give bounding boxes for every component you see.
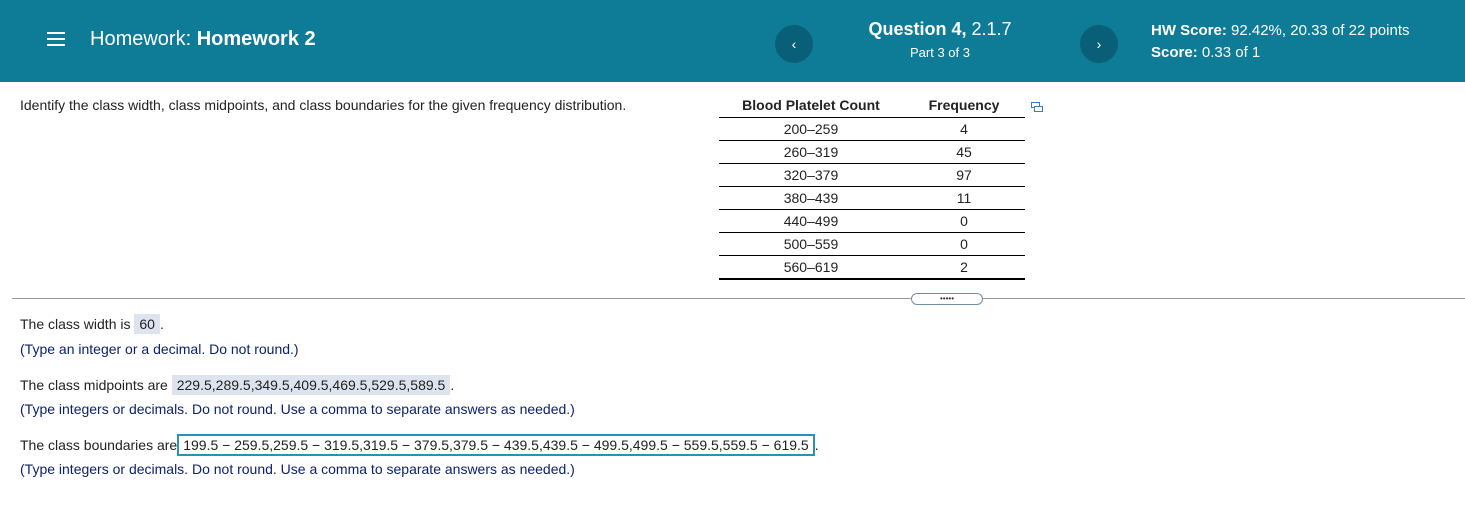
- table-row: 320–379 97: [719, 163, 1025, 187]
- homework-name: Homework 2: [196, 28, 316, 50]
- question-part: Part 3 of 3: [910, 45, 970, 60]
- class-cell: 260–319: [719, 140, 903, 164]
- frequency-cell: 4: [903, 117, 1025, 141]
- homework-title: Homework: Homework 2: [90, 28, 316, 51]
- class-boundaries-prefix: The class boundaries are: [20, 437, 178, 453]
- class-width-period: .: [159, 316, 164, 332]
- hw-score-value: 92.42%, 20.33 of 22 points: [1231, 22, 1410, 39]
- expand-table-icon[interactable]: [1031, 102, 1043, 112]
- class-cell: 200–259: [719, 117, 903, 141]
- class-width-line: The class width is 60.: [20, 314, 164, 334]
- frequency-cell: 2: [903, 255, 1025, 280]
- hw-score: HW Score: 92.42%, 20.33 of 22 points: [1151, 22, 1410, 39]
- class-boundaries-input[interactable]: 199.5 − 259.5,259.5 − 319.5,319.5 − 379.…: [177, 434, 815, 456]
- table-row: 440–499 0: [719, 209, 1025, 233]
- next-question-button[interactable]: ›: [1080, 25, 1118, 63]
- hw-score-label: HW Score:: [1151, 22, 1227, 39]
- previous-question-button[interactable]: ‹: [775, 25, 813, 63]
- class-midpoints-line: The class midpoints are 229.5,289.5,349.…: [20, 375, 455, 395]
- class-midpoints-hint: (Type integers or decimals. Do not round…: [20, 401, 575, 417]
- table-row: 380–439 11: [719, 186, 1025, 210]
- hamburger-menu-icon[interactable]: [47, 32, 65, 46]
- class-boundaries-line: The class boundaries are 199.5 − 259.5,25…: [20, 434, 819, 456]
- column-header-frequency: Frequency: [903, 95, 1025, 118]
- class-width-answer[interactable]: 60: [134, 314, 160, 334]
- class-cell: 560–619: [719, 255, 903, 280]
- class-cell: 320–379: [719, 163, 903, 187]
- class-cell: 500–559: [719, 232, 903, 256]
- section-divider: [12, 298, 1465, 299]
- chevron-left-icon: ‹: [791, 36, 797, 52]
- class-midpoints-answer[interactable]: 229.5,289.5,349.5,409.5,469.5,529.5,589.…: [171, 375, 451, 395]
- class-boundaries-hint: (Type integers or decimals. Do not round…: [20, 461, 575, 477]
- class-boundaries-period: .: [814, 437, 819, 453]
- question-title: Question 4, 2.1.7: [840, 19, 1040, 40]
- frequency-table: Blood Platelet Count Frequency 200–259 4 …: [719, 95, 1025, 280]
- table-row: 260–319 45: [719, 140, 1025, 164]
- frequency-cell: 45: [903, 140, 1025, 164]
- class-midpoints-period: .: [450, 377, 455, 393]
- question-number: 2.1.7: [971, 19, 1012, 39]
- frequency-cell: 0: [903, 232, 1025, 256]
- table-row: 560–619 2: [719, 255, 1025, 280]
- question-label: Question 4,: [868, 19, 967, 39]
- score-value: 0.33 of 1: [1201, 44, 1261, 61]
- class-cell: 440–499: [719, 209, 903, 233]
- column-header-count: Blood Platelet Count: [719, 95, 903, 118]
- class-width-prefix: The class width is: [20, 316, 131, 332]
- class-midpoints-prefix: The class midpoints are: [20, 377, 168, 393]
- table-header-row: Blood Platelet Count Frequency: [719, 95, 1025, 118]
- table-row: 200–259 4: [719, 117, 1025, 141]
- class-cell: 380–439: [719, 186, 903, 210]
- frequency-cell: 11: [903, 186, 1025, 210]
- top-bar: Homework: Homework 2 ‹ Question 4, 2.1.7…: [0, 0, 1465, 82]
- frequency-cell: 97: [903, 163, 1025, 187]
- question-prompt: Identify the class width, class midpoint…: [20, 97, 627, 113]
- table-row: 500–559 0: [719, 232, 1025, 256]
- show-more-button[interactable]: •••••: [911, 293, 983, 305]
- score-label: Score:: [1151, 44, 1198, 61]
- homework-prefix: Homework:: [90, 28, 192, 50]
- frequency-cell: 0: [903, 209, 1025, 233]
- question-score: Score: 0.33 of 1: [1151, 44, 1260, 61]
- class-width-hint: (Type an integer or a decimal. Do not ro…: [20, 341, 299, 357]
- chevron-right-icon: ›: [1096, 36, 1102, 52]
